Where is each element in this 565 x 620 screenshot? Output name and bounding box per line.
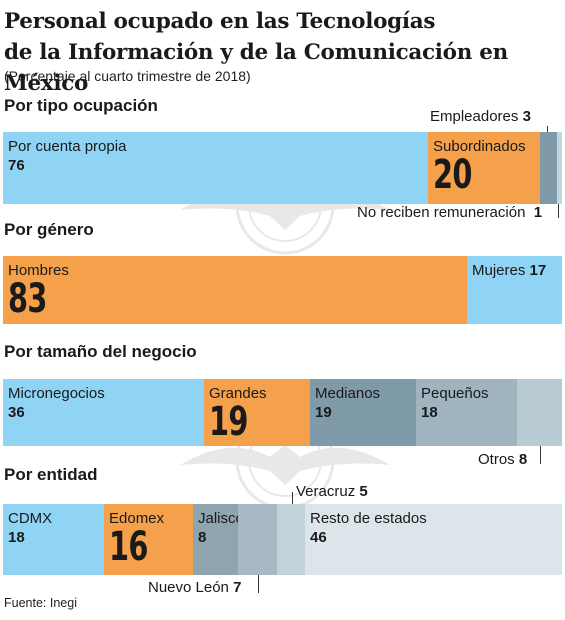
callout-value: 1 xyxy=(533,204,543,221)
segment-no-remuneracion xyxy=(557,132,562,204)
leader-line xyxy=(540,446,541,464)
callout-label: Veracruz xyxy=(296,483,356,500)
leader-line xyxy=(547,126,548,132)
segment-cdmx: CDMX 18 xyxy=(3,504,104,575)
segment-label: CDMX xyxy=(8,510,53,527)
segment-label-inline: Mujeres 17 xyxy=(472,262,546,279)
callout-label: Nuevo León xyxy=(148,579,229,596)
segment-label: Mujeres xyxy=(472,262,526,279)
segment-label: Grandes xyxy=(209,385,267,402)
segment-value: 17 xyxy=(529,262,547,279)
leader-line xyxy=(292,492,293,504)
segment-value: 16 xyxy=(109,524,148,570)
segment-value: 83 xyxy=(8,276,47,322)
leader-line xyxy=(258,575,259,593)
bar-tipo-ocupacion: Por cuenta propia 76 Subordinados 20 xyxy=(3,132,562,204)
callout-value: 7 xyxy=(233,579,242,596)
callout-label: Empleadores xyxy=(430,108,519,125)
segment-label: Medianos xyxy=(315,385,381,402)
section-title-tamano: Por tamaño del negocio xyxy=(4,342,197,361)
segment-mujeres: Mujeres 17 xyxy=(467,256,562,324)
segment-value: 36 xyxy=(8,404,25,421)
segment-label: Micronegocios xyxy=(8,385,105,402)
segment-veracruz xyxy=(277,504,305,575)
callout-value: 5 xyxy=(359,483,368,500)
callout-no-remuneracion: No reciben remuneración 1 xyxy=(357,204,542,221)
chart-subtitle: (Porcentaje al cuarto trimestre de 2018) xyxy=(4,68,251,84)
segment-hombres: Hombres 83 xyxy=(3,256,467,324)
segment-cuenta-propia: Por cuenta propia 76 xyxy=(3,132,428,204)
callout-label: No reciben remuneración xyxy=(357,204,526,221)
callout-value: 8 xyxy=(518,451,528,468)
segment-empleadores xyxy=(540,132,557,204)
segment-label: Jalisco xyxy=(198,510,244,527)
segment-label: Edomex xyxy=(109,510,165,527)
callout-label: Otros xyxy=(478,451,515,468)
section-title-entidad: Por entidad xyxy=(4,465,98,484)
bar-entidad: CDMX 18 Edomex 16 Jalisco 8 Resto de est… xyxy=(3,504,562,575)
title-line-1: Personal ocupado en las Tecnologías xyxy=(4,9,436,34)
callout-nuevo-leon: Nuevo León 7 xyxy=(148,579,241,596)
title-line-2: de la Información y de la Comunicación e… xyxy=(4,40,508,96)
callout-value: 3 xyxy=(522,108,531,125)
segment-value: 20 xyxy=(433,152,472,198)
bar-genero: Hombres 83 Mujeres 17 xyxy=(3,256,562,324)
section-title-tipo: Por tipo ocupación xyxy=(4,96,158,115)
segment-micronegocios: Micronegocios 36 xyxy=(3,379,204,446)
segment-grandes: Grandes 19 xyxy=(204,379,310,446)
segment-subordinados: Subordinados 20 xyxy=(428,132,540,204)
segment-label: Resto de estados xyxy=(310,510,427,527)
segment-medianos: Medianos 19 xyxy=(310,379,416,446)
segment-value: 18 xyxy=(8,529,25,546)
callout-otros: Otros 8 xyxy=(478,451,527,468)
source-note: Fuente: Inegi xyxy=(4,596,77,610)
section-title-genero: Por género xyxy=(4,220,94,239)
leader-line xyxy=(558,204,559,218)
segment-otros xyxy=(517,379,562,446)
segment-value: 19 xyxy=(209,399,248,445)
segment-value: 76 xyxy=(8,157,25,174)
segment-label: Pequeños xyxy=(421,385,489,402)
callout-veracruz: Veracruz 5 xyxy=(296,483,368,500)
segment-label: Subordinados xyxy=(433,138,526,155)
segment-label: Hombres xyxy=(8,262,69,279)
segment-value: 8 xyxy=(198,529,207,546)
segment-label: Por cuenta propia xyxy=(8,138,127,155)
segment-jalisco: Jalisco 8 xyxy=(193,504,244,575)
segment-value: 46 xyxy=(310,529,327,546)
segment-edomex: Edomex 16 xyxy=(104,504,193,575)
segment-pequenos: Pequeños 18 xyxy=(416,379,517,446)
bar-tamano-negocio: Micronegocios 36 Grandes 19 Medianos 19 … xyxy=(3,379,562,446)
chart-title: Personal ocupado en las Tecnologías de l… xyxy=(4,6,564,99)
segment-value: 19 xyxy=(315,404,332,421)
segment-nuevo-leon xyxy=(238,504,277,575)
segment-resto-estados: Resto de estados 46 xyxy=(305,504,562,575)
callout-empleadores: Empleadores 3 xyxy=(430,108,531,125)
segment-value: 18 xyxy=(421,404,438,421)
